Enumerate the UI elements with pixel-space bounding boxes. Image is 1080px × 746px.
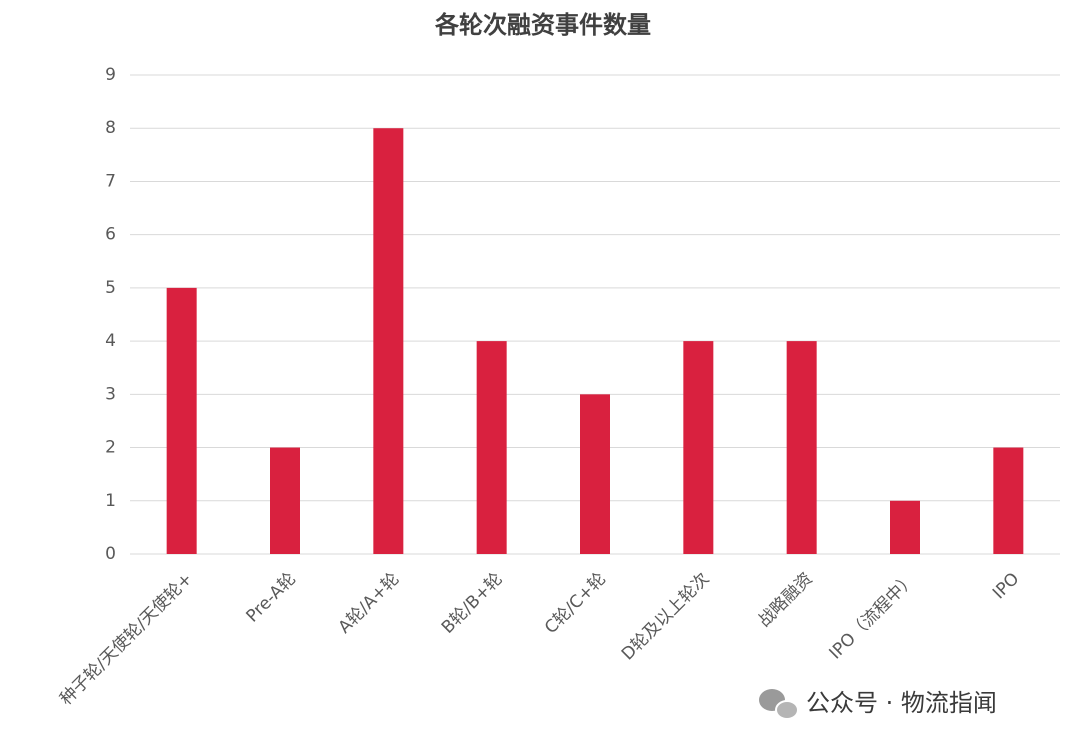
x-tick-label: IPO（流程中） (826, 569, 921, 664)
bar (166, 287, 197, 554)
x-tick-label: A轮/A+轮 (335, 569, 404, 638)
y-tick-label: 9 (105, 65, 116, 85)
y-tick-label: 1 (105, 491, 116, 511)
x-tick-label: B轮/B+轮 (438, 569, 507, 638)
bar (993, 447, 1024, 554)
x-tick-label: C轮/C+轮 (541, 569, 610, 638)
x-tick-label: 战略融资 (755, 569, 817, 631)
x-tick-label: D轮及以上轮次 (618, 569, 714, 665)
wechat-icon (759, 689, 799, 720)
bar (373, 128, 404, 554)
x-tick-label: 种子轮/天使轮/天使轮+ (56, 568, 197, 709)
bar (580, 394, 610, 554)
y-tick-label: 4 (105, 331, 116, 351)
x-tick-label: IPO (989, 569, 1023, 603)
y-tick-label: 2 (105, 438, 116, 458)
y-tick-label: 3 (105, 384, 116, 404)
x-tick-label: Pre-A轮 (242, 569, 300, 627)
footer: 公众号 · 物流指闻 (806, 689, 997, 717)
y-tick-label: 8 (105, 118, 116, 138)
bar (786, 341, 817, 554)
bar (890, 500, 920, 554)
chart-title: 各轮次融资事件数量 (434, 11, 651, 39)
bar (683, 341, 714, 554)
bar (476, 341, 507, 554)
y-tick-label: 5 (105, 278, 116, 298)
bar (270, 447, 300, 554)
y-tick-label: 7 (105, 171, 116, 191)
y-tick-label: 0 (105, 544, 116, 564)
y-tick-label: 6 (105, 225, 116, 245)
